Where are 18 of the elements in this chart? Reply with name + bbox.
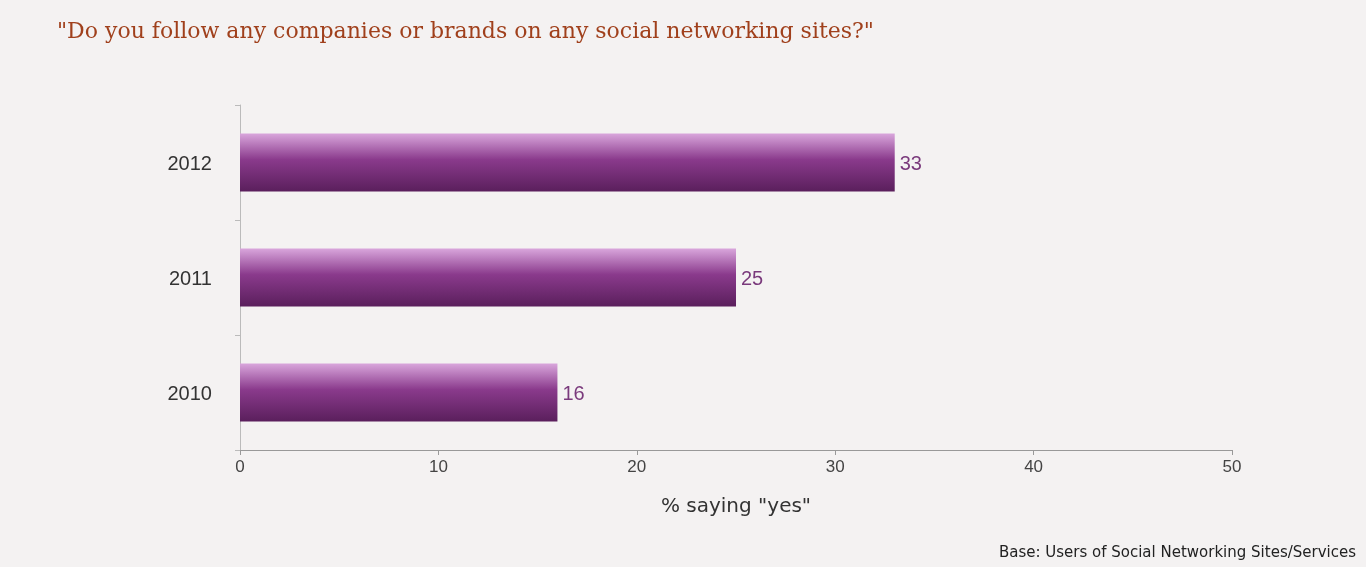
x-tick-label: 20 xyxy=(627,457,647,476)
data-label: 33 xyxy=(899,151,922,174)
x-tick-label: 40 xyxy=(1024,457,1044,476)
x-tick-label: 0 xyxy=(235,457,245,476)
y-tick-label: 2012 xyxy=(167,151,212,174)
text: Base: Users of Social Networking Sites/Services xyxy=(998,542,1357,561)
x-tick-label: 50 xyxy=(1222,457,1242,476)
y-tick-label: 2010 xyxy=(167,381,212,404)
chart-title: "Do you follow any companies or brands on any social networking sites?" xyxy=(57,17,874,43)
y-tick-label: 2011 xyxy=(168,266,212,289)
bar xyxy=(240,363,558,422)
bar xyxy=(240,133,895,192)
x-tick-label: 10 xyxy=(428,457,448,476)
x-tick-label: 30 xyxy=(825,457,845,476)
data-label: 16 xyxy=(562,381,585,404)
data-label: 25 xyxy=(741,266,764,289)
bar xyxy=(240,248,736,307)
x-axis-title: % saying "yes" xyxy=(660,493,812,517)
